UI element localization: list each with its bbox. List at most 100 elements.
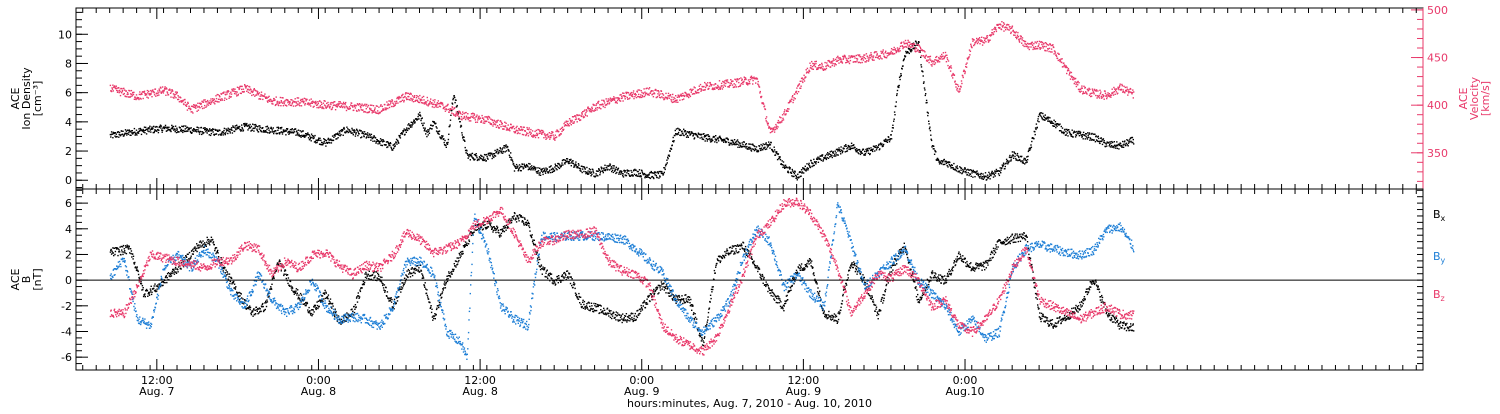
density-point: [775, 154, 776, 155]
density-point: [1064, 129, 1065, 130]
density-point: [894, 111, 895, 112]
density-point: [1095, 141, 1096, 142]
velocity-point: [338, 104, 339, 105]
velocity-point: [563, 123, 564, 124]
density-point: [273, 127, 274, 128]
density-point: [259, 125, 260, 126]
velocity-point: [613, 96, 614, 97]
density-point: [838, 147, 839, 148]
density-point: [244, 126, 245, 127]
velocity-point: [412, 99, 413, 100]
density-point: [492, 154, 493, 155]
velocity-point: [173, 97, 174, 98]
velocity-point: [886, 57, 887, 58]
velocity-point: [186, 106, 187, 107]
density-point: [426, 136, 427, 137]
density-point: [675, 130, 676, 131]
density-point: [678, 128, 679, 129]
density-point: [765, 143, 766, 144]
density-point: [762, 149, 763, 150]
velocity-point: [668, 93, 669, 94]
density-point: [699, 137, 700, 138]
density-point: [888, 137, 889, 138]
density-point: [1051, 121, 1052, 122]
velocity-point: [555, 131, 556, 132]
density-point: [454, 102, 455, 103]
velocity-point: [332, 107, 333, 108]
velocity-point: [1125, 87, 1126, 88]
density-point: [920, 64, 921, 65]
density-point: [307, 132, 308, 133]
density-point: [369, 134, 370, 135]
density-point: [613, 167, 614, 168]
density-point: [337, 134, 338, 135]
density-point: [965, 168, 966, 169]
density-point: [921, 66, 922, 67]
density-point: [1087, 132, 1088, 133]
density-point: [202, 131, 203, 132]
density-point: [1023, 163, 1024, 164]
velocity-point: [1068, 70, 1069, 71]
velocity-point: [930, 60, 931, 61]
density-point: [1024, 163, 1025, 164]
velocity-point: [497, 120, 498, 121]
density-point: [313, 136, 314, 137]
velocity-point: [133, 92, 134, 93]
velocity-point: [553, 134, 554, 135]
velocity-point: [832, 65, 833, 66]
velocity-point: [370, 105, 371, 106]
velocity-point: [843, 57, 844, 58]
density-point: [747, 148, 748, 149]
density-point: [838, 154, 839, 155]
velocity-point: [213, 100, 214, 101]
density-point: [609, 169, 610, 170]
velocity-point: [368, 105, 369, 106]
velocity-point: [659, 95, 660, 96]
velocity-point: [1035, 41, 1036, 42]
density-point: [511, 157, 512, 158]
density-point: [170, 131, 171, 132]
velocity-point: [1118, 89, 1119, 90]
density-point: [539, 168, 540, 169]
density-point: [249, 124, 250, 125]
velocity-point: [992, 29, 993, 30]
density-point: [859, 149, 860, 150]
velocity-point: [974, 44, 975, 45]
velocity-point: [1021, 43, 1022, 44]
velocity-point: [822, 68, 823, 69]
density-point: [138, 133, 139, 134]
density-point: [1003, 165, 1004, 166]
density-point: [427, 129, 428, 130]
velocity-point: [829, 61, 830, 62]
density-point: [1086, 137, 1087, 138]
velocity-point: [765, 109, 766, 110]
velocity-point: [513, 126, 514, 127]
velocity-point: [182, 101, 183, 102]
density-point: [737, 147, 738, 148]
velocity-point: [1086, 93, 1087, 94]
density-point: [635, 170, 636, 171]
density-point: [686, 133, 687, 134]
velocity-point: [894, 47, 895, 48]
velocity-point: [260, 96, 261, 97]
velocity-point: [1071, 72, 1072, 73]
density-point: [518, 169, 519, 170]
velocity-point: [525, 131, 526, 132]
velocity-point: [470, 116, 471, 117]
density-point: [374, 135, 375, 136]
density-point: [262, 127, 263, 128]
density-point: [208, 131, 209, 132]
velocity-point: [389, 107, 390, 108]
velocity-point: [236, 91, 237, 92]
density-point: [500, 148, 501, 149]
velocity-point: [790, 101, 791, 102]
velocity-point: [442, 103, 443, 104]
velocity-point: [124, 89, 125, 90]
density-point: [924, 89, 925, 90]
density-point: [845, 144, 846, 145]
velocity-point: [745, 78, 746, 79]
velocity-point: [826, 68, 827, 69]
velocity-point: [950, 65, 951, 66]
density-point: [162, 130, 163, 131]
velocity-point: [694, 93, 695, 94]
